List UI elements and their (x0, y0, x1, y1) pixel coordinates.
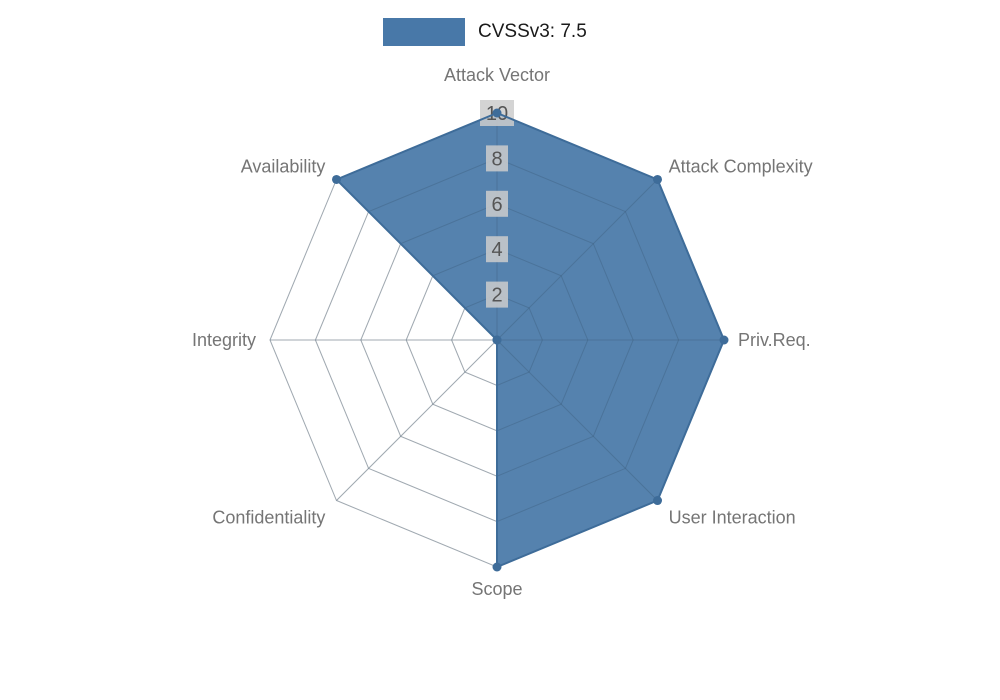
tick-label-box (486, 145, 508, 172)
radar-tick-labels: 246810 (480, 100, 514, 308)
radar-axis-label: Integrity (192, 330, 256, 350)
radar-series-marker (653, 174, 663, 184)
radar-series-marker (719, 335, 729, 345)
tick-label-box (486, 190, 508, 217)
legend-item[interactable]: CVSSv3: 7.5 (383, 18, 587, 46)
grid-spoke (496, 339, 658, 501)
radar-series-area (336, 113, 724, 567)
radar-axis-label: Attack Vector (444, 65, 550, 85)
radar-axis-label: Confidentiality (212, 508, 325, 528)
legend-label: CVSSv3: 7.5 (478, 21, 587, 42)
radar-axis-label: Availability (241, 156, 326, 176)
tick-label: 2 (491, 285, 502, 307)
tick-label-box (486, 281, 508, 308)
radar-axis-label: Scope (471, 579, 522, 599)
tick-label: 6 (491, 194, 502, 216)
grid-spoke (336, 339, 498, 501)
radar-axis-label: Priv.Req. (738, 330, 811, 350)
radar-series-marker (653, 496, 663, 506)
legend-swatch (383, 18, 465, 46)
tick-label-box (486, 236, 508, 263)
radar-axis-label: User Interaction (669, 508, 796, 528)
radar-axis-label: Attack Complexity (669, 156, 813, 176)
grid-spoke (496, 179, 658, 341)
tick-label: 4 (491, 239, 502, 261)
radar-series-marker (492, 108, 502, 118)
radar-series-marker (331, 174, 341, 184)
tick-label: 8 (491, 148, 502, 170)
radar-series-marker (492, 562, 502, 572)
grid-spoke (336, 339, 498, 501)
radar-series-outline (335, 112, 725, 568)
radar-series-marker (492, 335, 502, 345)
